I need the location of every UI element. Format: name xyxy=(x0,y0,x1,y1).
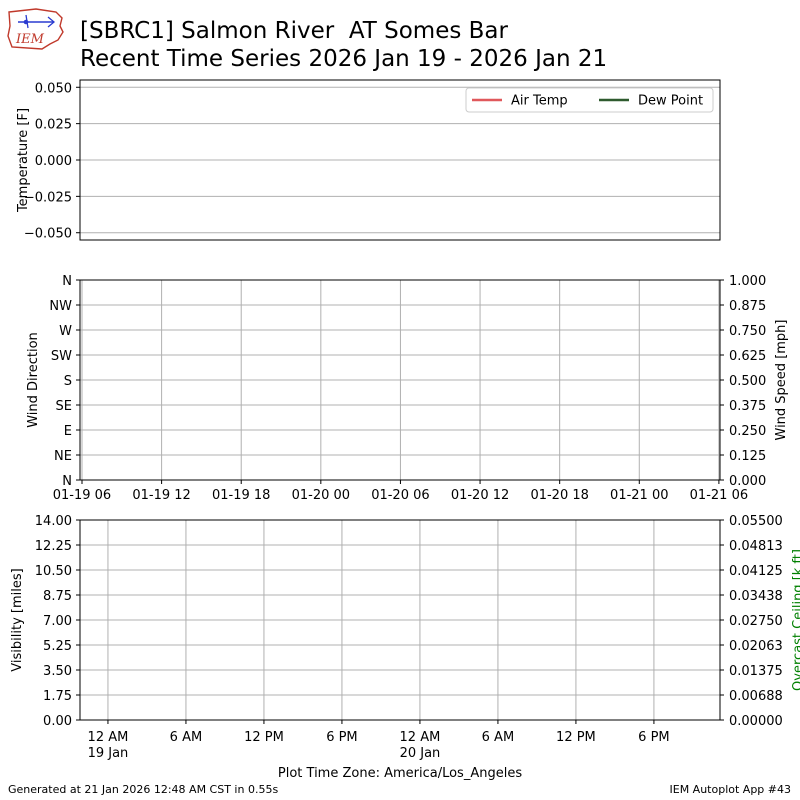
ceiling-tick-label: 0.02063 xyxy=(729,639,783,654)
visibility-tick-label: 12.25 xyxy=(35,539,72,554)
temp-ytick-label: 0.050 xyxy=(35,81,72,96)
wind-speed-tick-label: 0.250 xyxy=(729,424,766,439)
visibility-tick-label: 7.00 xyxy=(43,614,72,629)
wind-xtick-label: 01-19 18 xyxy=(212,488,270,503)
autoplot-app-label: IEM Autoplot App #43 xyxy=(669,783,792,796)
wind-speed-tick-label: 0.125 xyxy=(729,449,766,464)
wind-xtick-label: 01-21 06 xyxy=(690,488,748,503)
vis-xtick-label: 6 PM xyxy=(326,730,357,745)
wind-speed-tick-label: 0.375 xyxy=(729,399,766,414)
visibility-tick-label: 5.25 xyxy=(43,639,72,654)
vis-xtick-label: 6 AM xyxy=(482,730,515,745)
vis-xtick-label: 6 PM xyxy=(638,730,669,745)
ceiling-tick-label: 0.04125 xyxy=(729,564,783,579)
wind-ylabel: Wind Direction xyxy=(26,332,41,428)
ceiling-tick-label: 0.00688 xyxy=(729,689,783,704)
generated-timestamp: Generated at 21 Jan 2026 12:48 AM CST in… xyxy=(8,783,279,796)
wind-dir-tick-label: SW xyxy=(51,349,72,364)
wind-speed-tick-label: 0.875 xyxy=(729,299,766,314)
ceiling-tick-label: 0.04813 xyxy=(729,539,783,554)
wind-dir-tick-label: W xyxy=(59,324,72,339)
wind-xtick-label: 01-19 06 xyxy=(53,488,111,503)
wind-xtick-label: 01-20 00 xyxy=(292,488,350,503)
wind-speed-tick-label: 0.625 xyxy=(729,349,766,364)
wind-speed-tick-label: 0.750 xyxy=(729,324,766,339)
vis-xtick-label: 6 AM xyxy=(170,730,203,745)
chart-title-line1: [SBRC1] Salmon River AT Somes Bar xyxy=(80,18,508,44)
wind-xtick-label: 01-20 06 xyxy=(371,488,429,503)
temp-ytick-label: −0.050 xyxy=(24,227,72,242)
svg-text:IEM: IEM xyxy=(15,32,45,47)
ceiling-ylabel: Overcast Ceiling [k ft] xyxy=(791,549,800,691)
ceiling-tick-label: 0.01375 xyxy=(729,664,783,679)
visibility-tick-label: 8.75 xyxy=(43,589,72,604)
vis-xtick-date-label: 19 Jan xyxy=(88,746,129,761)
visibility-tick-label: 14.00 xyxy=(35,514,72,529)
visibility-tick-label: 10.50 xyxy=(35,564,72,579)
vis-xtick-label: 12 PM xyxy=(556,730,596,745)
time-axis-label: Plot Time Zone: America/Los_Angeles xyxy=(278,766,522,781)
wind-axes-frame xyxy=(79,279,721,481)
wind-dir-tick-label: SE xyxy=(56,399,72,414)
wind-y2label: Wind Speed [mph] xyxy=(774,320,789,441)
wind-dir-tick-label: E xyxy=(64,424,72,439)
visibility-tick-label: 0.00 xyxy=(43,714,72,729)
temp-axes-frame xyxy=(79,79,721,241)
ceiling-tick-label: 0.05500 xyxy=(729,514,783,529)
wind-speed-tick-label: 1.000 xyxy=(729,274,766,289)
chart-title-line2: Recent Time Series 2026 Jan 19 - 2026 Ja… xyxy=(80,46,608,72)
wind-xtick-label: 01-20 18 xyxy=(530,488,588,503)
wind-dir-tick-label: NW xyxy=(49,299,72,314)
wind-dir-tick-label: N xyxy=(62,474,72,489)
wind-dir-tick-label: N xyxy=(62,274,72,289)
vis-xtick-date-label: 20 Jan xyxy=(400,746,441,761)
visibility-ylabel: Visibility [miles] xyxy=(10,568,25,671)
temp-ylabel: Temperature [F] xyxy=(16,108,31,213)
vis-xtick-label: 12 AM xyxy=(400,730,441,745)
wind-xtick-label: 01-20 12 xyxy=(451,488,509,503)
legend-label-air-temp: Air Temp xyxy=(511,94,568,109)
legend-label-dew-point: Dew Point xyxy=(638,94,703,109)
wind-speed-tick-label: 0.500 xyxy=(729,374,766,389)
wind-xtick-label: 01-21 00 xyxy=(610,488,668,503)
vis-xtick-label: 12 PM xyxy=(244,730,284,745)
wind-xtick-label: 01-19 12 xyxy=(132,488,190,503)
temp-legend-box xyxy=(465,87,714,113)
vis-axes-frame xyxy=(79,519,721,721)
temp-ytick-label: 0.000 xyxy=(35,154,72,169)
wind-dir-tick-label: S xyxy=(64,374,72,389)
ceiling-tick-label: 0.00000 xyxy=(729,714,783,729)
wind-dir-tick-label: NE xyxy=(54,449,72,464)
visibility-tick-label: 1.75 xyxy=(43,689,72,704)
vis-xtick-label: 12 AM xyxy=(88,730,129,745)
visibility-tick-label: 3.50 xyxy=(43,664,72,679)
ceiling-tick-label: 0.02750 xyxy=(729,614,783,629)
temp-ytick-label: −0.025 xyxy=(24,190,72,205)
ceiling-tick-label: 0.03438 xyxy=(729,589,783,604)
temp-ytick-label: 0.025 xyxy=(35,118,72,133)
iem-logo: IEM xyxy=(7,8,64,50)
wind-speed-tick-label: 0.000 xyxy=(729,474,766,489)
